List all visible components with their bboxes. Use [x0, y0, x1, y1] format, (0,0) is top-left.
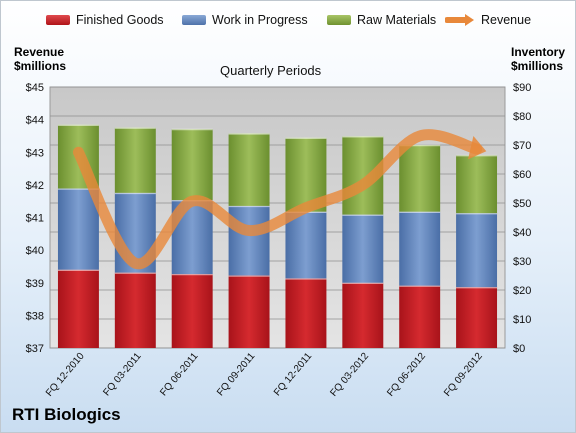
chart-title: Quarterly Periods — [220, 63, 322, 78]
x-tick-label: FQ 06-2012 — [385, 351, 428, 399]
right-tick-label: $0 — [513, 343, 525, 355]
bar-finished-goods — [171, 274, 213, 348]
left-tick-label: $42 — [26, 180, 44, 192]
right-tick-label: $30 — [513, 256, 531, 268]
left-tick-label: $38 — [26, 310, 44, 322]
x-tick-label: FQ 09-2011 — [215, 351, 258, 399]
right-tick-label: $10 — [513, 314, 531, 326]
bar-finished-goods — [342, 282, 384, 348]
x-tick-label: FQ 12-2010 — [44, 351, 87, 399]
bar-finished-goods — [285, 278, 327, 348]
legend-label-revenue: Revenue — [481, 13, 532, 27]
left-axis-title-line2: $millions — [14, 59, 67, 73]
bar-raw-materials — [114, 127, 156, 193]
legend-swatch-raw-materials — [327, 15, 351, 25]
legend-item-revenue: Revenue — [445, 13, 531, 27]
legend-item-finished-goods: Finished Goods — [46, 13, 164, 27]
legend-item-raw-materials: Raw Materials — [327, 13, 436, 27]
right-tick-label: $70 — [513, 140, 531, 152]
left-tick-label: $40 — [26, 245, 44, 257]
bar-raw-materials — [228, 133, 270, 206]
x-tick-label: FQ 09-2012 — [442, 351, 485, 399]
legend-label-finished-goods: Finished Goods — [76, 13, 164, 27]
company-name: RTI Biologics — [12, 405, 121, 424]
left-axis-title-line1: Revenue — [14, 45, 65, 59]
right-tick-label: $20 — [513, 285, 531, 297]
left-tick-label: $39 — [26, 278, 44, 290]
right-tick-label: $60 — [513, 169, 531, 181]
legend-label-raw-materials: Raw Materials — [357, 13, 437, 27]
bar-work-in-progress — [57, 188, 99, 270]
bar-work-in-progress — [456, 213, 498, 288]
legend-swatch-work-in-progress — [182, 15, 206, 25]
bar-work-in-progress — [228, 205, 270, 276]
right-tick-label: $80 — [513, 111, 531, 123]
left-axis-title: Revenue $millions — [14, 45, 66, 73]
x-tick-label: FQ 06-2011 — [158, 351, 201, 399]
bar-finished-goods — [228, 275, 270, 348]
right-tick-label: $40 — [513, 227, 531, 239]
right-tick-label: $90 — [513, 82, 531, 94]
bar-raw-materials — [399, 145, 441, 212]
bar-raw-materials — [456, 155, 498, 214]
revenue-line — [72, 129, 483, 270]
bar-finished-goods — [456, 287, 498, 348]
legend-swatch-revenue — [445, 14, 474, 26]
x-tick-label: FQ 03-2011 — [101, 351, 144, 399]
left-tick-label: $43 — [26, 147, 44, 159]
left-tick-label: $45 — [26, 82, 44, 94]
revenue-arrowhead — [468, 135, 487, 160]
bar-work-in-progress — [399, 211, 441, 286]
right-axis-title-line2: $millions — [511, 59, 564, 73]
left-tick-label: $41 — [26, 213, 44, 225]
bar-finished-goods — [57, 269, 99, 348]
bar-finished-goods — [399, 285, 441, 348]
right-tick-label: $50 — [513, 198, 531, 210]
right-axis-title-line1: Inventory — [511, 45, 566, 59]
bar-work-in-progress — [342, 214, 384, 283]
bar-raw-materials — [171, 129, 213, 201]
legend-item-work-in-progress: Work in Progress — [182, 13, 308, 27]
left-tick-label: $44 — [26, 115, 44, 127]
legend-label-work-in-progress: Work in Progress — [212, 13, 308, 27]
bar-finished-goods — [114, 272, 156, 348]
legend: Finished Goods Work in Progress Raw Mate… — [0, 13, 576, 33]
bar-work-in-progress — [285, 211, 327, 279]
right-axis-title: Inventory $millions — [511, 45, 565, 73]
x-tick-label: FQ 12-2011 — [272, 351, 315, 399]
left-tick-label: $37 — [26, 343, 44, 355]
x-tick-label: FQ 03-2012 — [328, 351, 371, 399]
legend-swatch-finished-goods — [46, 15, 70, 25]
